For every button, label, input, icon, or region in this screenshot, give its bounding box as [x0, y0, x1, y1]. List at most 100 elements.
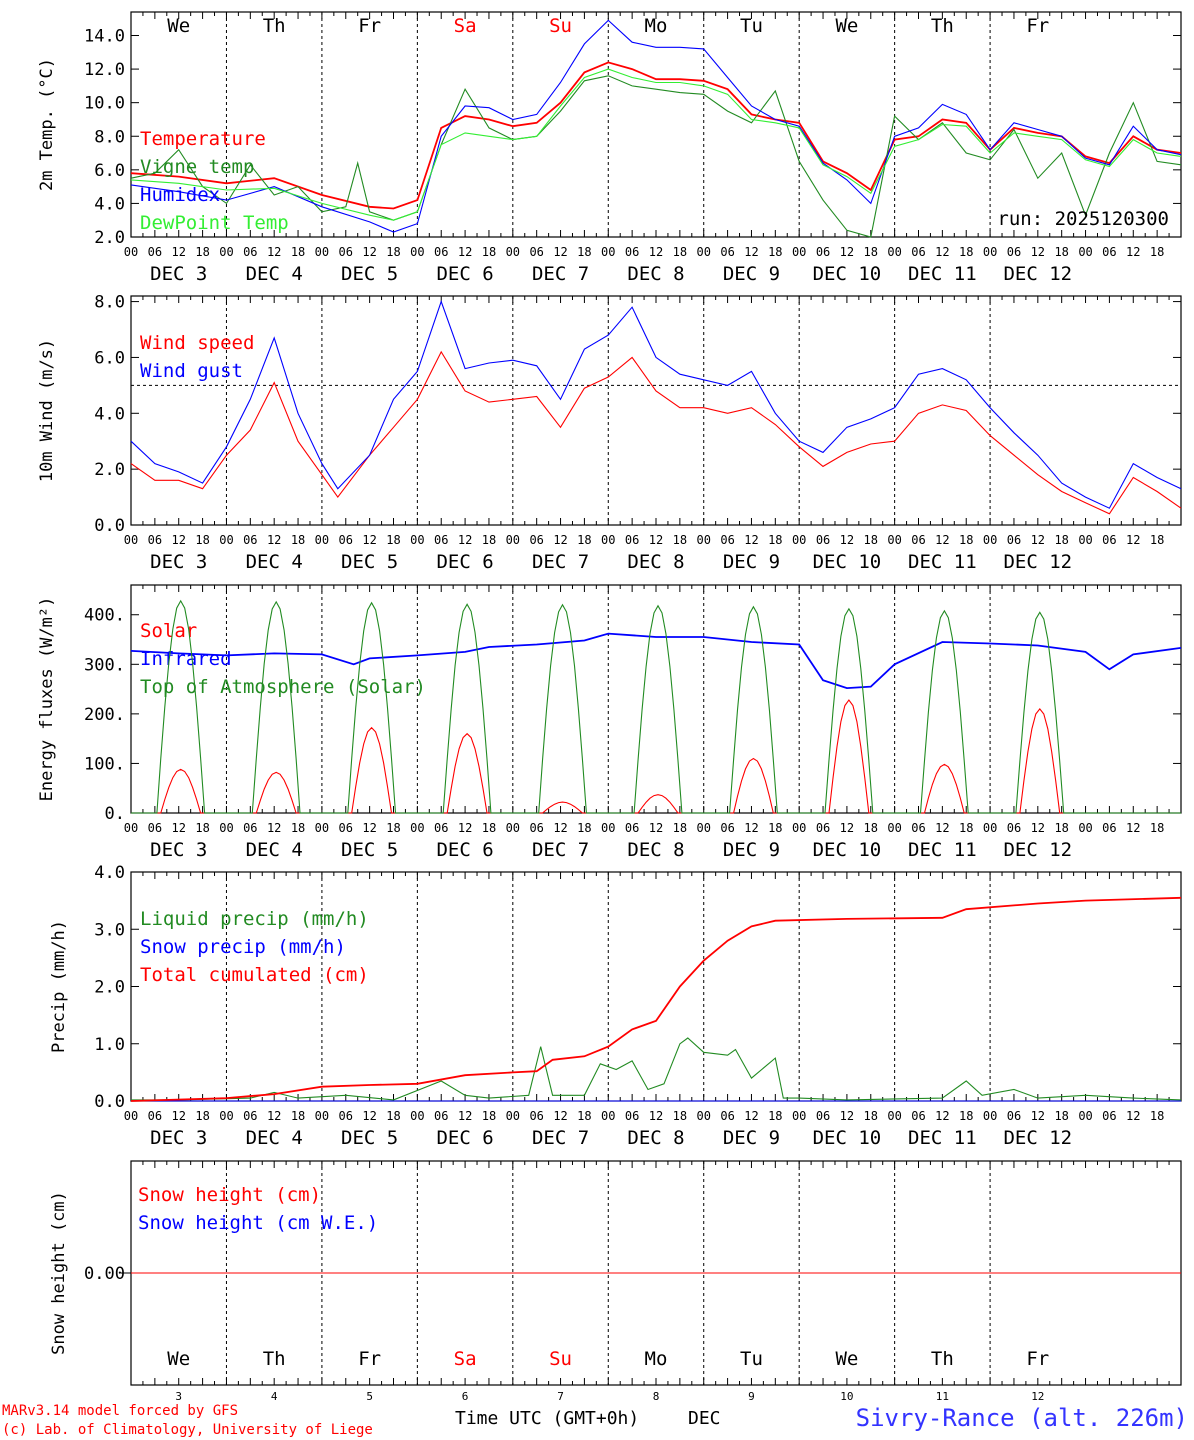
y-tick-label: 3.0: [94, 920, 125, 940]
hour-tick-label: 06: [529, 1109, 543, 1123]
hour-tick-label: 06: [339, 821, 353, 835]
legend-entry: Humidex: [140, 184, 220, 206]
day-date-label: DEC 5: [341, 839, 398, 861]
hour-tick-label: 18: [482, 1109, 496, 1123]
y-tick-label: 10.0: [84, 94, 125, 114]
hour-tick-label: 18: [577, 821, 591, 835]
station-title: Sivry-Rance (alt. 226m): [856, 1404, 1188, 1432]
day-date-label: DEC 8: [627, 263, 684, 285]
weekday-label: Fr: [358, 15, 381, 37]
legend-entry: Snow height (cm W.E.): [138, 1212, 378, 1234]
hour-tick-label: 06: [625, 1109, 639, 1123]
hour-tick-label: 06: [720, 821, 734, 835]
day-date-label: DEC 12: [1003, 551, 1072, 573]
hour-tick-label: 06: [243, 821, 257, 835]
legend-entry: Vigne temp: [140, 156, 254, 178]
hour-tick-label: 00: [315, 1109, 329, 1123]
day-date-label: DEC 11: [908, 551, 977, 573]
day-date-label: DEC 10: [813, 839, 882, 861]
hour-tick-label: 00: [792, 533, 806, 547]
hour-tick-label: 18: [959, 1109, 973, 1123]
hour-tick-label: 12: [362, 245, 376, 259]
hour-tick-label: 18: [1054, 1109, 1068, 1123]
hour-tick-label: 06: [1102, 245, 1116, 259]
hour-tick-label: 06: [911, 1109, 925, 1123]
hour-tick-label: 00: [697, 821, 711, 835]
hour-tick-label: 00: [601, 1109, 615, 1123]
hour-tick-label: 06: [529, 533, 543, 547]
day-date-label: DEC 8: [627, 1127, 684, 1149]
day-date-label: DEC 12: [1003, 839, 1072, 861]
hour-tick-label: 18: [1150, 821, 1164, 835]
panel-3: 0. 100. 200. 300. 400. Energy fluxes (W/m²) So…: [37, 584, 1182, 861]
y-tick-label: 12.0: [84, 60, 125, 80]
hour-tick-label: 00: [983, 533, 997, 547]
day-number-label: 3: [175, 1390, 182, 1403]
day-number-label: 12: [1031, 1390, 1044, 1403]
panel-1: 2.0 4.0 6.0 8.0 10.0 12.0 14.0 2m Temp. (°C) Tem…: [37, 11, 1182, 285]
hour-tick-label: 18: [768, 245, 782, 259]
hour-tick-label: 00: [601, 821, 615, 835]
hour-tick-label: 18: [291, 821, 305, 835]
hour-tick-label: 18: [577, 1109, 591, 1123]
hour-tick-label: 18: [1150, 533, 1164, 547]
weekday-label: We: [167, 1348, 190, 1370]
x-axis-month: DEC: [688, 1408, 721, 1429]
hour-tick-label: 06: [529, 821, 543, 835]
hour-tick-label: 06: [1007, 1109, 1021, 1123]
hour-tick-label: 18: [577, 245, 591, 259]
hour-tick-label: 00: [697, 245, 711, 259]
hour-tick-label: 00: [1078, 533, 1092, 547]
legend-entry: Snow height (cm): [138, 1184, 321, 1206]
hour-tick-label: 18: [1150, 1109, 1164, 1123]
hour-tick-label: 12: [1031, 533, 1045, 547]
hour-tick-label: 06: [434, 533, 448, 547]
weekday-label: Mo: [645, 15, 668, 37]
weekday-label: Fr: [358, 1348, 381, 1370]
hour-tick-label: 00: [506, 821, 520, 835]
hour-tick-label: 06: [339, 1109, 353, 1123]
y-tick-label: 0.0: [94, 516, 125, 536]
hour-tick-label: 18: [768, 821, 782, 835]
hour-tick-label: 06: [434, 245, 448, 259]
day-date-label: DEC 3: [150, 551, 207, 573]
hour-tick-label: 12: [553, 245, 567, 259]
hour-tick-label: 00: [410, 1109, 424, 1123]
y-tick-label: 2.0: [94, 460, 125, 480]
hour-tick-label: 00: [601, 533, 615, 547]
hour-tick-label: 18: [768, 1109, 782, 1123]
day-number-label: 6: [462, 1390, 469, 1403]
weekday-label: Su: [549, 15, 572, 37]
day-date-label: DEC 7: [532, 551, 589, 573]
hour-tick-label: 00: [697, 1109, 711, 1123]
hour-tick-label: 06: [243, 1109, 257, 1123]
hour-tick-label: 12: [1031, 245, 1045, 259]
weekday-label: Su: [549, 1348, 572, 1370]
y-tick-label: 1.0: [94, 1035, 125, 1055]
hour-tick-label: 12: [458, 821, 472, 835]
series-line-top-of-atmosphere-solar-: [131, 599, 1181, 814]
hour-tick-label: 06: [1102, 533, 1116, 547]
y-tick-label: 6.0: [94, 161, 125, 181]
day-date-label: DEC 6: [436, 1127, 493, 1149]
series-line-wind-gust: [130, 299, 1182, 509]
y-tick-label: 8.0: [94, 293, 125, 313]
y-tick-label: 2.0: [94, 978, 125, 998]
hour-tick-label: 18: [673, 821, 687, 835]
hour-tick-label: 06: [625, 821, 639, 835]
hour-tick-label: 00: [506, 1109, 520, 1123]
hour-tick-label: 18: [291, 1109, 305, 1123]
hour-tick-label: 12: [362, 533, 376, 547]
y-tick-label: 14.0: [84, 27, 125, 47]
hour-tick-label: 06: [625, 533, 639, 547]
hour-tick-label: 06: [1007, 245, 1021, 259]
series-line-infrared: [130, 632, 1182, 690]
hour-tick-label: 12: [553, 533, 567, 547]
hour-tick-label: 18: [195, 245, 209, 259]
weekday-label: Mo: [645, 1348, 668, 1370]
hour-tick-label: 06: [720, 533, 734, 547]
y-tick-label: 0.: [105, 804, 125, 824]
hour-tick-label: 18: [959, 245, 973, 259]
hour-tick-label: 00: [315, 533, 329, 547]
day-date-label: DEC 12: [1003, 1127, 1072, 1149]
